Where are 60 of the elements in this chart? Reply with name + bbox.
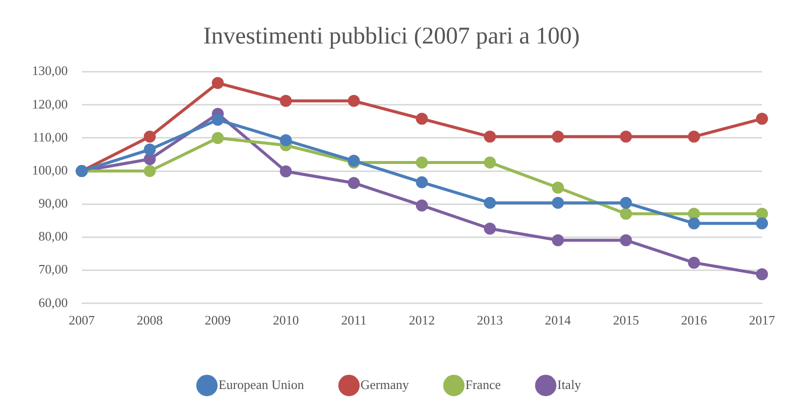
legend-label: France xyxy=(465,376,501,392)
y-tick-label: 60,00 xyxy=(38,294,68,310)
point xyxy=(416,176,428,188)
x-tick-label: 2008 xyxy=(136,312,163,328)
point xyxy=(144,144,156,156)
point xyxy=(484,222,496,235)
point xyxy=(416,199,428,212)
x-tick-label: 2014 xyxy=(544,312,572,328)
point xyxy=(552,182,564,194)
legend-label: European Union xyxy=(218,376,304,392)
point xyxy=(416,156,428,168)
point xyxy=(484,156,496,168)
point xyxy=(756,112,768,125)
point xyxy=(212,114,224,126)
point xyxy=(348,94,360,107)
point xyxy=(144,165,156,178)
x-tick-label: 2016 xyxy=(680,312,708,328)
point xyxy=(348,176,360,189)
point xyxy=(756,268,768,280)
y-tick-label: 80,00 xyxy=(38,228,68,244)
y-tick-label: 100,00 xyxy=(32,162,68,178)
y-tick-label: 70,00 xyxy=(38,262,68,277)
point xyxy=(688,208,700,220)
x-tick-label: 2011 xyxy=(341,312,367,328)
point xyxy=(552,234,564,246)
point xyxy=(688,217,700,230)
point xyxy=(620,234,632,246)
x-tick-label: 2007 xyxy=(68,312,96,328)
point xyxy=(620,196,632,209)
point xyxy=(416,112,428,125)
y-tick-label: 130,00 xyxy=(32,63,68,78)
x-tick-label: 2013 xyxy=(476,312,503,328)
point xyxy=(144,153,156,166)
x-tick-label: 2010 xyxy=(272,312,299,328)
point xyxy=(212,132,224,144)
point xyxy=(688,256,700,269)
point xyxy=(280,94,292,107)
point xyxy=(484,130,496,143)
x-tick-label: 2017 xyxy=(749,312,776,328)
point xyxy=(212,77,224,90)
point xyxy=(756,217,768,230)
legend-label: Italy xyxy=(557,376,582,392)
y-tick-label: 120,00 xyxy=(32,96,68,112)
point xyxy=(484,196,496,209)
point xyxy=(620,208,632,220)
chart-title: Investimenti pubblici (2007 pari a 100) xyxy=(203,24,580,50)
point xyxy=(688,130,700,143)
point xyxy=(620,130,632,143)
x-tick-label: 2012 xyxy=(408,312,435,328)
point xyxy=(280,134,292,146)
point xyxy=(552,130,564,143)
x-tick-label: 2015 xyxy=(612,312,639,328)
point xyxy=(144,130,156,143)
legend-label: Germany xyxy=(360,376,410,392)
point xyxy=(756,208,768,220)
x-tick-label: 2009 xyxy=(204,312,231,328)
y-tick-label: 110,00 xyxy=(32,129,68,144)
point xyxy=(280,165,292,178)
y-tick-label: 90,00 xyxy=(38,196,68,211)
point xyxy=(552,196,564,209)
